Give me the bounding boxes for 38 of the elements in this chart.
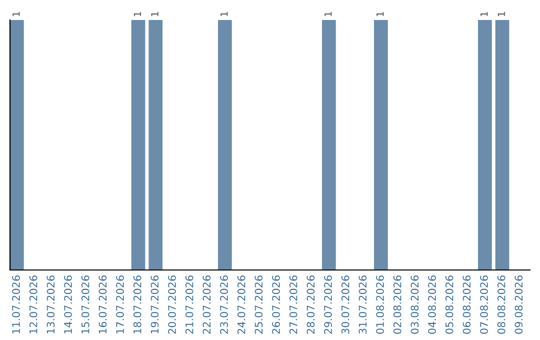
x-tick-label: 29.07.2026 bbox=[324, 276, 332, 334]
x-tick-label: 21.07.2026 bbox=[185, 276, 194, 334]
data-label: 1 bbox=[324, 12, 332, 16]
data-label: 1 bbox=[498, 12, 505, 16]
x-tick-label: 19.07.2026 bbox=[150, 276, 159, 334]
x-tick-label: 27.07.2026 bbox=[289, 276, 298, 334]
x-tick-label: 30.07.2026 bbox=[341, 276, 350, 334]
x-tick-label: 20.07.2026 bbox=[168, 276, 176, 334]
x-tick-label: 25.07.2026 bbox=[254, 276, 263, 334]
data-label: 1 bbox=[480, 12, 488, 16]
data-label: 1 bbox=[134, 12, 141, 16]
x-tick-label: 24.07.2026 bbox=[237, 276, 246, 334]
x-tick-label: 03.08.2026 bbox=[410, 276, 419, 334]
x-tick-label: 23.07.2026 bbox=[220, 276, 228, 334]
x-tick-label: 11.07.2026 bbox=[12, 276, 20, 334]
x-tick-label: 06.08.2026 bbox=[462, 276, 471, 334]
x-tick-label: 07.08.2026 bbox=[480, 276, 488, 334]
x-tick-label: 09.08.2026 bbox=[514, 276, 523, 334]
x-tick-label: 18.07.2026 bbox=[133, 276, 142, 334]
x-tick-label: 04.08.2026 bbox=[428, 276, 436, 334]
data-label: 1 bbox=[151, 12, 158, 16]
x-tick-label: 31.07.2026 bbox=[358, 276, 367, 334]
x-tick-label: 15.07.2026 bbox=[81, 276, 90, 334]
data-label: 1 bbox=[220, 12, 228, 16]
x-tick-label: 14.07.2026 bbox=[64, 276, 72, 334]
x-tick-label: 12.07.2026 bbox=[29, 276, 38, 334]
x-tick-label: 16.07.2026 bbox=[98, 276, 107, 334]
x-tick-label: 28.07.2026 bbox=[306, 276, 315, 334]
x-tick-label: 08.08.2026 bbox=[497, 276, 506, 334]
x-tick-label: 26.07.2026 bbox=[272, 276, 280, 334]
x-tick-label: 13.07.2026 bbox=[46, 276, 55, 334]
data-label: 1 bbox=[12, 12, 20, 16]
data-label: 1 bbox=[376, 12, 384, 16]
x-tick-label: 02.08.2026 bbox=[393, 276, 402, 334]
x-tick-label: 01.08.2026 bbox=[376, 276, 384, 334]
x-tick-label: 17.07.2026 bbox=[116, 276, 124, 334]
x-tick-label: 05.08.2026 bbox=[445, 276, 454, 334]
x-tick-label: 22.07.2026 bbox=[202, 276, 211, 334]
